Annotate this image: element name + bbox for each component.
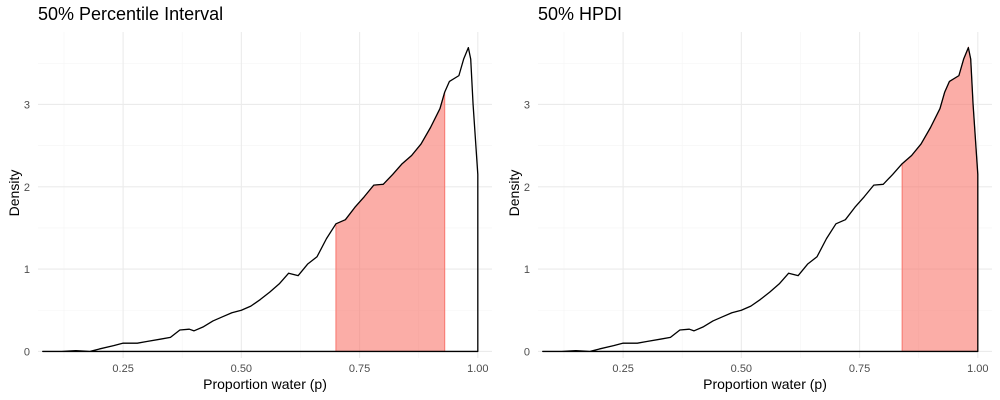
density-marks [542, 45, 979, 353]
shaded-interval [901, 45, 979, 352]
x-tick-label: 0.50 [231, 363, 252, 375]
y-tick-label: 3 [524, 99, 530, 111]
x-tick-label: 0.25 [612, 363, 633, 375]
chart-title: 50% HPDI [538, 4, 622, 24]
y-axis-title: Density [506, 170, 522, 217]
y-tick-label: 2 [524, 182, 530, 194]
y-tick-label: 1 [24, 264, 30, 276]
x-axis-title: Proportion water (p) [203, 376, 327, 392]
y-tick-label: 1 [524, 264, 530, 276]
density-curve [542, 46, 979, 353]
y-tick-labels: 0 1 2 3 [24, 99, 30, 358]
density-curve [42, 46, 479, 353]
y-axis-title: Density [6, 170, 22, 217]
x-tick-label: 0.25 [112, 363, 133, 375]
panel-percentile-interval: 50% Percentile Interval 0.25 0.50 0.75 1.00… [6, 4, 492, 392]
x-axis-title: Proportion water (p) [703, 376, 827, 392]
x-tick-labels: 0.25 0.50 0.75 1.00 [612, 363, 988, 375]
x-tick-label: 0.50 [731, 363, 752, 375]
density-marks [42, 46, 479, 353]
x-tick-label: 0.75 [349, 363, 370, 375]
x-tick-label: 1.00 [967, 363, 988, 375]
panel-hpdi: 50% HPDI 0.25 0.50 0.75 1.00 0 1 2 3 Proportio… [506, 4, 992, 392]
chart-title: 50% Percentile Interval [38, 4, 223, 24]
x-tick-labels: 0.25 0.50 0.75 1.00 [112, 363, 488, 375]
y-tick-label: 0 [24, 346, 30, 358]
y-tick-label: 0 [524, 346, 530, 358]
y-tick-label: 3 [24, 99, 30, 111]
x-tick-label: 1.00 [467, 363, 488, 375]
y-tick-labels: 0 1 2 3 [524, 99, 530, 358]
y-tick-label: 2 [24, 182, 30, 194]
x-tick-label: 0.75 [849, 363, 870, 375]
